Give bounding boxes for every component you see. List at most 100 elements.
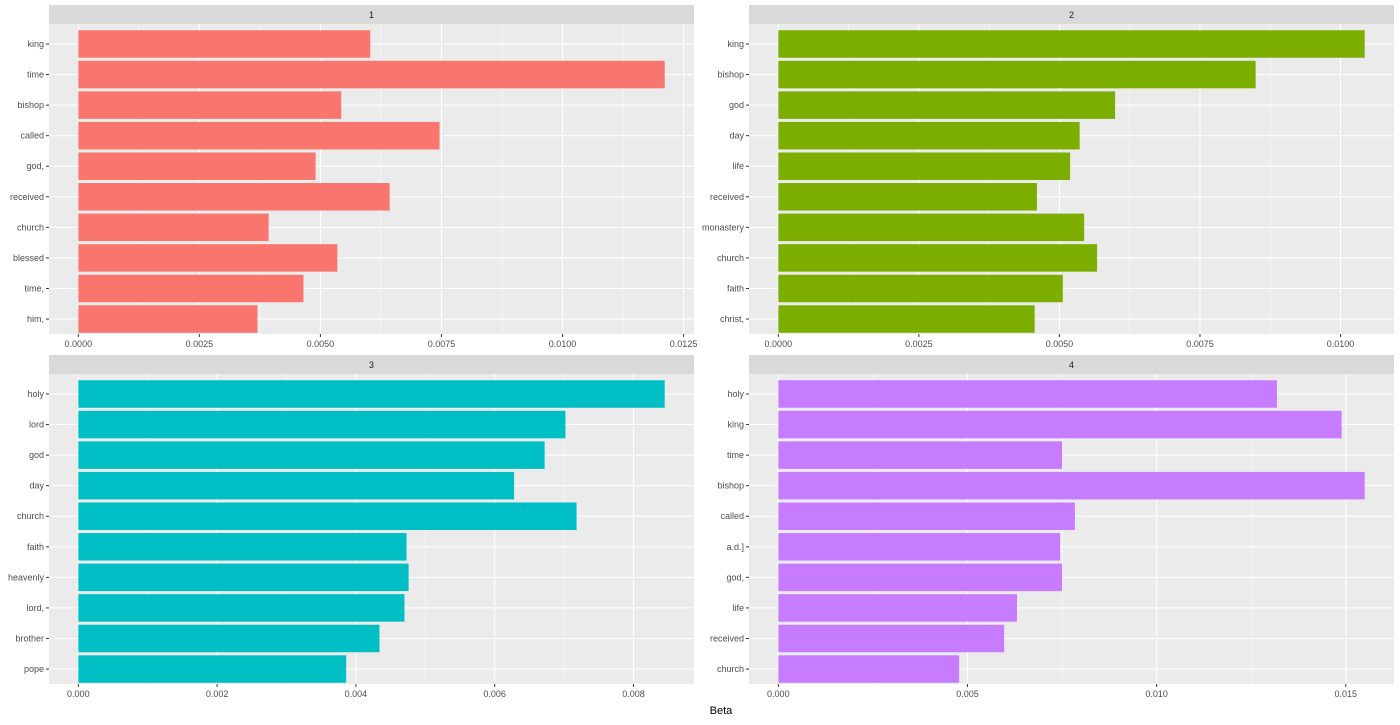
y-tick-label: holy [27,389,44,399]
facet-panel-3: 3 holy lord god day church faith heavenly lord, b… [8,355,694,699]
bar [78,244,338,272]
bar [78,655,347,683]
x-tick-label: 0.0075 [1186,339,1214,349]
bar [78,502,577,530]
y-tick-label: king [27,39,44,49]
bar [778,121,1080,150]
x-tick-label: 0.0000 [65,339,93,349]
y-tick-label: heavenly [8,572,45,582]
bar [778,410,1342,439]
y-tick-label: king [727,39,744,49]
bar [778,60,1256,89]
bar [78,380,665,408]
bar [778,244,1098,272]
bar [778,624,1005,653]
x-tick-label: 0.010 [1145,689,1168,699]
y-tick-label: king [727,420,744,430]
bar [778,655,960,683]
y-tick-label: pope [24,664,44,674]
x-tick-label: 0.005 [956,689,979,699]
y-tick-label: a.d.] [726,542,744,552]
bar [78,152,316,180]
y-tick-label: life [732,603,744,613]
y-tick-label: brother [15,633,44,643]
bar [778,563,1063,592]
y-tick-label: holy [727,389,744,399]
bar [778,183,1037,211]
y-tick-label: called [20,131,44,141]
y-tick-label: church [717,664,744,674]
y-tick-label: time, [24,283,44,293]
y-tick-label: faith [27,542,44,552]
y-tick-label: life [732,161,744,171]
bar [778,594,1018,622]
bar [778,30,1365,58]
bar [778,213,1085,242]
y-tick-label: bishop [717,70,744,80]
y-tick-label: church [717,253,744,263]
bar [778,152,1071,180]
x-axis-title: Beta [710,705,734,717]
y-tick-label: time [727,450,744,460]
y-tick-label: bishop [17,100,44,110]
bar [78,471,515,500]
x-tick-label: 0.0125 [670,339,698,349]
facet-strip-label: 2 [1069,10,1074,20]
facet-strip-label: 3 [369,360,374,370]
x-tick-label: 0.004 [345,689,368,699]
bar [78,274,304,303]
y-tick-label: blessed [13,253,44,263]
y-tick-label: god, [726,572,744,582]
y-tick-label: church [17,511,44,521]
bar [778,380,1277,408]
bar [778,502,1075,530]
y-tick-label: god, [26,161,44,171]
bar [78,30,371,58]
x-tick-label: 0.0075 [428,339,456,349]
y-tick-label: day [29,481,44,491]
bar [78,563,409,592]
bar [78,91,342,119]
x-tick-label: 0.002 [206,689,229,699]
facet-strip-label: 4 [1069,360,1074,370]
y-tick-label: god [29,450,44,460]
facet-strip [49,355,694,374]
bar [778,274,1063,303]
x-tick-label: 0.015 [1335,689,1358,699]
x-tick-label: 0.0000 [765,339,793,349]
y-tick-label: lord, [26,603,44,613]
bar [78,441,545,469]
y-tick-label: day [729,131,744,141]
x-tick-label: 0.0025 [186,339,214,349]
facet-strip-label: 1 [369,10,374,20]
bar [778,441,1063,469]
bar [778,533,1061,561]
facet-strip [749,355,1394,374]
y-tick-label: called [720,511,744,521]
x-tick-label: 0.0025 [905,339,933,349]
y-tick-label: christ, [720,314,744,324]
bar [778,305,1035,333]
bar [78,533,407,561]
y-tick-label: church [17,222,44,232]
bar [78,624,380,653]
x-tick-label: 0.0050 [1046,339,1074,349]
x-tick-label: 0.006 [483,689,506,699]
x-tick-label: 0.000 [67,689,90,699]
facet-strip [749,5,1394,24]
bar [78,305,258,333]
y-tick-label: received [10,192,44,202]
facet-panel-4: 4 holy king time bishop called a.d.] god, life re… [710,355,1394,699]
y-tick-label: faith [727,283,744,293]
bar [78,410,566,439]
bar [778,91,1116,119]
facet-strip [49,5,694,24]
y-tick-label: received [710,192,744,202]
y-tick-label: him, [27,314,44,324]
x-tick-label: 0.008 [622,689,645,699]
bar [78,60,665,89]
x-tick-label: 0.0100 [549,339,577,349]
y-tick-label: received [710,633,744,643]
bar [78,213,269,242]
